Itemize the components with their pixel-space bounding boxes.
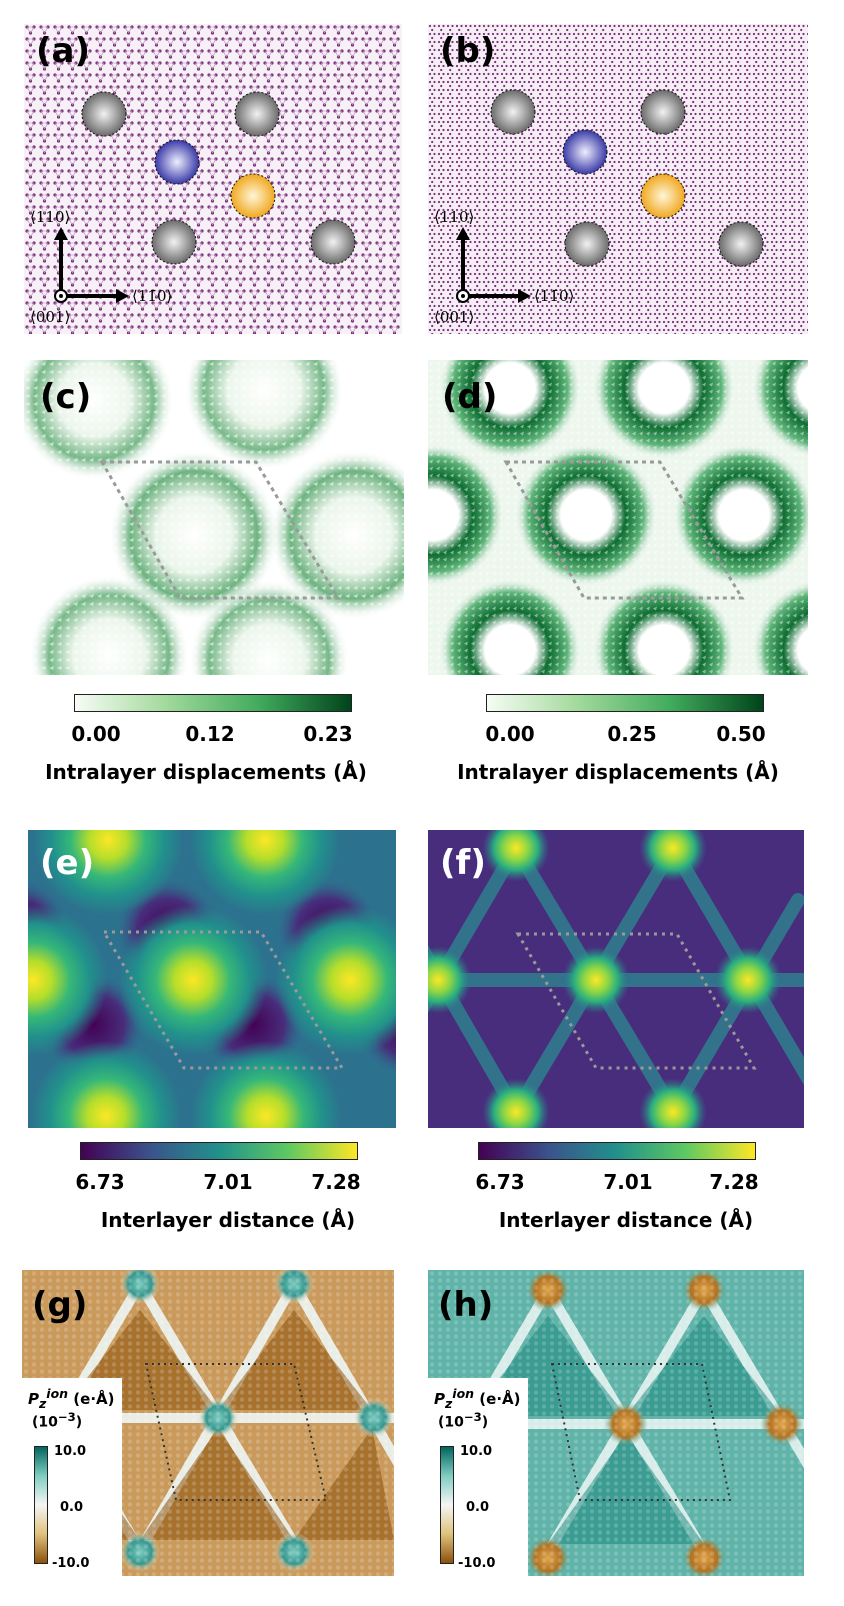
colorbar-d: 0.00 0.25 0.50 Intralayer displacements … [457,694,779,794]
legend-h-title: Pzion (e·Å) [434,1386,521,1411]
legend-g-title: Pzion (e·Å) [28,1386,115,1411]
panel-g-label: (g) [32,1285,88,1325]
panel-e: (e) [28,830,396,1128]
legend-g-gradient [34,1446,48,1564]
panel-c-label: (c) [40,377,92,417]
panel-h-label: (h) [438,1285,494,1325]
panel-h: (h) Pzion (e·Å) (10−3) 10.0 0.0 -10.0 [428,1270,804,1576]
panel-b-label: (b) [440,31,496,71]
colorbar-f-tick-2: 7.28 [709,1170,759,1194]
colorbar-f-tick-1: 7.01 [603,1170,653,1194]
legend-h-tick-bot: -10.0 [458,1556,496,1571]
panel-c: (c) [24,360,404,675]
axis-right-label: ⟨11̄0⟩ [132,287,173,305]
axis-up-label: ⟨110⟩ [30,208,71,226]
panel-a-lattice [24,24,402,334]
panel-a: (a) ⟨110⟩ ⟨11̄0⟩ ⟨001⟩ [24,24,402,334]
colorbar-f-tick-0: 6.73 [475,1170,525,1194]
legend-g-tick-top: 10.0 [54,1444,87,1459]
panel-d-displacement-map [428,360,808,675]
colorbar-f-gradient [478,1142,756,1160]
colorbar-e-tick-0: 6.73 [75,1170,125,1194]
panel-f-label: (f) [440,843,486,883]
legend-h-tick-mid: 0.0 [466,1500,490,1515]
colorbar-e-tick-2: 7.28 [311,1170,361,1194]
colorbar-c-tick-1: 0.12 [185,722,235,746]
axis-origin-label: ⟨001⟩ [30,308,71,326]
colorbar-d-tick-1: 0.25 [607,722,657,746]
panel-b: (b) ⟨110⟩ ⟨11̄0⟩ ⟨001⟩ [428,24,808,334]
panel-f-interlayer-map [428,830,804,1128]
colorbar-d-tick-0: 0.00 [485,722,535,746]
colorbar-d-label: Intralayer displacements (Å) [457,760,779,784]
legend-g-tick-mid: 0.0 [60,1500,84,1515]
colorbar-f: 6.73 7.01 7.28 Interlayer distance (Å) [475,1142,759,1242]
colorbar-c-gradient [74,694,352,712]
colorbar-d-tick-2: 0.50 [716,722,766,746]
panel-b-lattice [428,24,808,334]
legend-h-gradient [440,1446,454,1564]
panel-a-label: (a) [36,31,91,71]
colorbar-c-tick-2: 0.23 [303,722,353,746]
colorbar-e: 6.73 7.01 7.28 Interlayer distance (Å) [75,1142,361,1242]
panel-e-interlayer-map [28,830,396,1128]
axis-up-label-b: ⟨110⟩ [434,208,475,226]
colorbar-e-tick-1: 7.01 [203,1170,253,1194]
panel-c-displacement-map [24,360,404,675]
panel-d: (d) [428,360,808,675]
colorbar-c-tick-0: 0.00 [71,722,121,746]
panel-f: (f) [428,830,804,1128]
legend-h-scale: (10−3) [438,1410,489,1431]
legend-g-scale: (10−3) [32,1410,83,1431]
colorbar-c: 0.00 0.12 0.23 Intralayer displacements … [45,694,367,794]
legend-h: Pzion (e·Å) (10−3) 10.0 0.0 -10.0 [428,1378,528,1576]
panel-g: (g) Pzion (e·Å) (10−3) 10.0 0.0 -10.0 [22,1270,394,1576]
colorbar-c-label: Intralayer displacements (Å) [45,760,367,784]
axis-origin-label-b: ⟨001⟩ [434,308,475,326]
legend-g-tick-bot: -10.0 [52,1556,90,1571]
colorbar-e-gradient [80,1142,358,1160]
legend-h-tick-top: 10.0 [460,1444,493,1459]
colorbar-f-label: Interlayer distance (Å) [498,1208,754,1232]
panel-e-label: (e) [40,843,95,883]
axis-right-label-b: ⟨11̄0⟩ [534,287,575,305]
colorbar-d-gradient [486,694,764,712]
panel-d-label: (d) [442,377,498,417]
colorbar-e-label: Interlayer distance (Å) [100,1208,356,1232]
legend-g: Pzion (e·Å) (10−3) 10.0 0.0 -10.0 [22,1378,122,1576]
